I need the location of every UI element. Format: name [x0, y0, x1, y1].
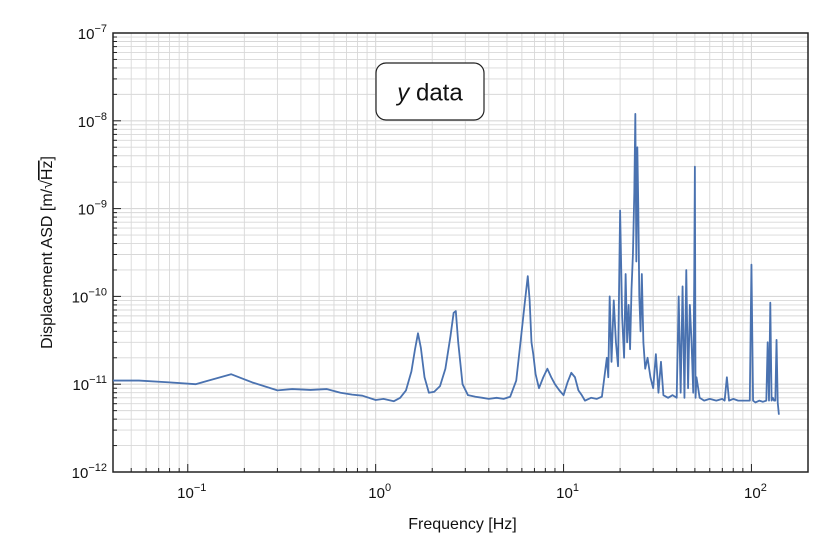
x-tick-label: 101: [556, 482, 579, 502]
y-tick-label: 10−8: [78, 111, 107, 131]
series-layer: [113, 112, 780, 415]
annotation-box: [375, 62, 485, 121]
y-tick-label: 10−9: [78, 199, 107, 219]
labels-layer: 10−1 100 101 102 10−12 10−11 10−10 10−9 10−8 10−7…: [39, 23, 767, 533]
x-tick-label: 102: [744, 482, 767, 502]
y-axis-label: Displacement ASD [m/√Hz]: [39, 156, 56, 349]
y-tick-label: 10−12: [72, 462, 107, 482]
y-axis-label-text: Displacement ASD [m/√Hz]: [39, 156, 56, 349]
annotation-layer: y data: [375, 62, 485, 121]
plot-frame-rect: [112, 32, 809, 473]
x-tick-label: 100: [368, 482, 391, 502]
annotation-text: y data: [395, 80, 463, 107]
y-tick-label: 10−10: [72, 286, 107, 306]
x-axis-label: Frequency [Hz]: [408, 516, 516, 533]
plot-frame: [112, 32, 809, 473]
y-tick-label: 10−11: [72, 374, 107, 394]
ticks-layer: [112, 32, 809, 473]
series-line-0: [113, 112, 780, 415]
y-tick-label: 10−7: [78, 23, 107, 43]
x-tick-label: 10−1: [177, 482, 206, 502]
